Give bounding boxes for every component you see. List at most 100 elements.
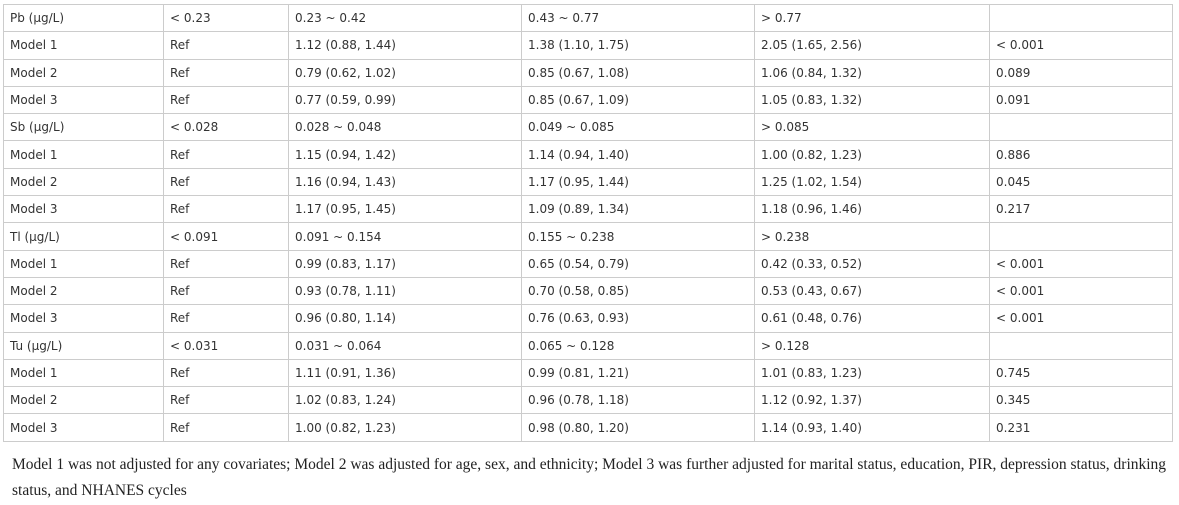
table-cell: 1.25 (1.02, 1.54) [754,167,990,197]
table-cell: Tl (μg/L) [3,222,164,251]
table-cell: 1.18 (0.96, 1.46) [754,195,990,224]
table-cell: 1.12 (0.92, 1.37) [754,386,990,415]
table-cell: 0.85 (0.67, 1.09) [521,85,755,115]
table-cell: Ref [163,358,289,388]
table-cell: Model 3 [3,195,164,224]
table-cell: 0.77 (0.59, 0.99) [288,85,522,115]
table-cell: 0.96 (0.80, 1.14) [288,304,522,333]
table-cell: 1.11 (0.91, 1.36) [288,358,522,388]
table-cell: Ref [163,386,289,415]
table-row: Model 1 Ref 1.15 (0.94, 1.42) 1.14 (0.94, 1… [3,140,1173,169]
table-cell: Ref [163,413,289,442]
table-cell: Model 2 [3,58,164,87]
table-cell: < 0.001 [989,249,1173,278]
table-cell: 0.155 ~ 0.238 [521,222,755,251]
table-row: Model 3 Ref 1.17 (0.95, 1.45) 1.09 (0.89, 1… [3,195,1173,224]
table-cell: Tu (μg/L) [3,331,164,360]
table-cell: 0.42 (0.33, 0.52) [754,249,990,278]
table-cell: 1.06 (0.84, 1.32) [754,58,990,87]
table-cell [989,113,1173,142]
table-row: Model 1 Ref 0.99 (0.83, 1.17) 0.65 (0.54, 0… [3,249,1173,278]
table-cell: 0.065 ~ 0.128 [521,331,755,360]
table-cell: 0.231 [989,413,1173,442]
table-cell: 0.045 [989,167,1173,197]
table-cell: 1.01 (0.83, 1.23) [754,358,990,388]
table-cell: 0.43 ~ 0.77 [521,3,755,33]
table-cell: 0.79 (0.62, 1.02) [288,58,522,87]
table-cell: Model 1 [3,358,164,388]
table-cell: 0.65 (0.54, 0.79) [521,249,755,278]
table-cell: Ref [163,167,289,197]
table-cell [989,3,1173,33]
table-cell: Ref [163,276,289,306]
table-row: Sb (μg/L) < 0.028 0.028 ~ 0.048 0.049 ~ 0.0… [3,113,1173,142]
table-cell: Ref [163,249,289,278]
table-cell: < 0.23 [163,3,289,33]
table-cell: 0.70 (0.58, 0.85) [521,276,755,306]
table-cell: 0.886 [989,140,1173,169]
table-cell: 0.53 (0.43, 0.67) [754,276,990,306]
table-cell: 1.17 (0.95, 1.44) [521,167,755,197]
table-row: Tu (μg/L) < 0.031 0.031 ~ 0.064 0.065 ~ 0.1… [3,331,1173,360]
table-cell: Sb (μg/L) [3,113,164,142]
table-cell: 1.05 (0.83, 1.32) [754,85,990,115]
table-cell: 1.15 (0.94, 1.42) [288,140,522,169]
table-row: Model 3 Ref 0.77 (0.59, 0.99) 0.85 (0.67, 1… [3,85,1173,115]
table-cell [989,331,1173,360]
table-cell: Ref [163,58,289,87]
table-footnote: Model 1 was not adjusted for any covaria… [12,456,1167,499]
table-cell: Model 3 [3,413,164,442]
table-cell: 1.02 (0.83, 1.24) [288,386,522,415]
table-cell: 0.091 [989,85,1173,115]
table-cell: Model 2 [3,276,164,306]
table-cell: 1.17 (0.95, 1.45) [288,195,522,224]
table-cell: 0.99 (0.83, 1.17) [288,249,522,278]
table-cell: Ref [163,304,289,333]
results-table-container: Pb (μg/L) < 0.23 0.23 ~ 0.42 0.43 ~ 0.77 > 0… [3,3,1173,442]
table-cell: > 0.128 [754,331,990,360]
table-cell: 0.98 (0.80, 1.20) [521,413,755,442]
table-cell: 1.09 (0.89, 1.34) [521,195,755,224]
table-cell: 0.61 (0.48, 0.76) [754,304,990,333]
table-cell: 1.16 (0.94, 1.43) [288,167,522,197]
table-cell: 0.217 [989,195,1173,224]
table-cell: 0.76 (0.63, 0.93) [521,304,755,333]
table-cell: Ref [163,85,289,115]
table-cell: 0.345 [989,386,1173,415]
table-cell: Ref [163,195,289,224]
table-cell: 1.38 (1.10, 1.75) [521,31,755,60]
table-row: Tl (μg/L) < 0.091 0.091 ~ 0.154 0.155 ~ 0.2… [3,222,1173,251]
table-cell: > 0.238 [754,222,990,251]
table-cell: < 0.001 [989,304,1173,333]
table-cell: 0.745 [989,358,1173,388]
table-cell: Model 3 [3,304,164,333]
table-cell: < 0.028 [163,113,289,142]
table-row: Model 1 Ref 1.11 (0.91, 1.36) 0.99 (0.81, 1… [3,358,1173,388]
table-row: Model 3 Ref 0.96 (0.80, 1.14) 0.76 (0.63, 0… [3,304,1173,333]
table-cell: > 0.085 [754,113,990,142]
table-cell: 0.99 (0.81, 1.21) [521,358,755,388]
table-cell [989,222,1173,251]
table-cell: 0.091 ~ 0.154 [288,222,522,251]
table-cell: Model 1 [3,249,164,278]
table-row: Model 2 Ref 0.93 (0.78, 1.11) 0.70 (0.58, 0… [3,276,1173,306]
table-cell: 1.14 (0.93, 1.40) [754,413,990,442]
table-cell: Ref [163,31,289,60]
table-row: Model 2 Ref 1.02 (0.83, 1.24) 0.96 (0.78, 1… [3,386,1173,415]
table-cell: 1.00 (0.82, 1.23) [754,140,990,169]
table-cell: 0.96 (0.78, 1.18) [521,386,755,415]
table-cell: 0.031 ~ 0.064 [288,331,522,360]
table-row: Model 1 Ref 1.12 (0.88, 1.44) 1.38 (1.10, 1… [3,31,1173,60]
table-cell: > 0.77 [754,3,990,33]
table-cell: 1.00 (0.82, 1.23) [288,413,522,442]
table-cell: 0.85 (0.67, 1.08) [521,58,755,87]
table-cell: Pb (μg/L) [3,3,164,33]
table-row: Model 3 Ref 1.00 (0.82, 1.23) 0.98 (0.80, 1… [3,413,1173,442]
table-cell: < 0.031 [163,331,289,360]
table-cell: Model 1 [3,140,164,169]
table-cell: < 0.001 [989,31,1173,60]
table-cell: < 0.001 [989,276,1173,306]
table-cell: 2.05 (1.65, 2.56) [754,31,990,60]
table-cell: 1.12 (0.88, 1.44) [288,31,522,60]
table-cell: Model 1 [3,31,164,60]
